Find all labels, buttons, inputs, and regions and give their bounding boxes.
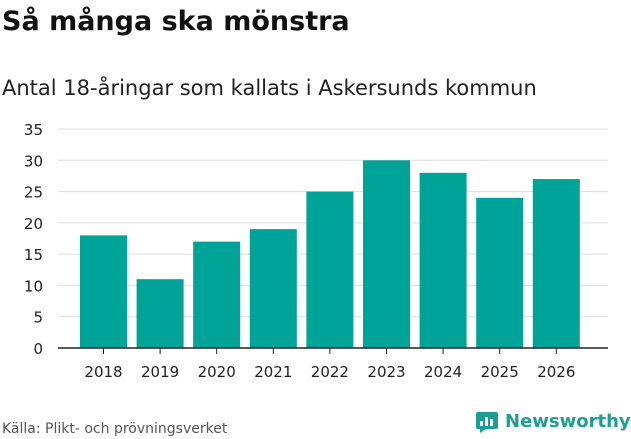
x-axis-tick-labels: 2018 2019 2020 2021 2022 2023 2024 2025 2026 <box>84 363 575 381</box>
y-tick-label: 20 <box>24 215 43 233</box>
bar-2022 <box>306 191 354 348</box>
x-tick-label: 2020 <box>198 363 236 381</box>
y-tick-label: 5 <box>33 309 43 327</box>
x-axis <box>58 347 608 354</box>
y-tick-label: 15 <box>24 246 43 264</box>
y-tick-label: 10 <box>24 277 43 295</box>
y-tick-label: 0 <box>33 340 43 358</box>
bar-2024 <box>419 172 467 348</box>
y-tick-label: 30 <box>24 152 43 170</box>
bar-2023 <box>363 160 410 348</box>
source-note: Källa: Plikt- och prövningsverket <box>2 421 228 437</box>
x-tick-label: 2024 <box>424 363 462 381</box>
chart-title: Så många ska mönstra <box>2 6 350 37</box>
x-tick-label: 2019 <box>141 363 179 381</box>
bar-2018 <box>80 235 127 348</box>
x-tick-label: 2026 <box>537 363 575 381</box>
brand-logo: Newsworthy <box>475 406 631 438</box>
bar-2021 <box>249 229 297 348</box>
chart-subtitle: Antal 18-åringar som kallats i Askersund… <box>2 76 537 100</box>
x-tick-label: 2021 <box>254 363 292 381</box>
x-tick-label: 2025 <box>481 363 519 381</box>
bar-2020 <box>193 241 241 348</box>
chat-bubble-bar-chart-icon <box>476 412 498 433</box>
x-tick-label: 2022 <box>311 363 349 381</box>
y-tick-label: 35 <box>24 121 43 139</box>
y-axis-tick-labels: 0 5 10 15 20 25 30 35 <box>24 121 43 358</box>
bar-2025 <box>476 197 524 348</box>
bars <box>80 160 580 348</box>
bar-2026 <box>532 179 580 348</box>
y-tick-label: 25 <box>24 184 43 202</box>
bar-2019 <box>136 279 184 348</box>
brand-name: Newsworthy <box>505 411 631 432</box>
x-tick-label: 2023 <box>367 363 405 381</box>
x-tick-label: 2018 <box>84 363 122 381</box>
